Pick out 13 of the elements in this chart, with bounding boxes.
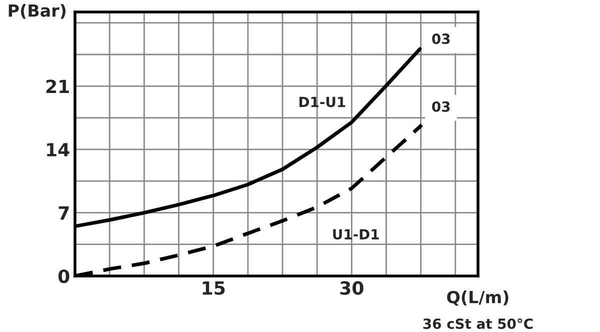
x-axis-title: Q(L/m)	[447, 290, 508, 306]
y-axis-title: P(Bar)	[8, 4, 66, 19]
y-tick-label: 7	[58, 206, 69, 220]
text: 36 cSt at 50°C	[423, 318, 533, 329]
annotation: 03	[432, 34, 450, 44]
y-tick-label: 0	[58, 269, 70, 284]
annotation: 03	[432, 101, 450, 112]
x-tick-label: 15	[202, 281, 225, 295]
y-tick-label: 14	[47, 143, 70, 156]
x-tick-label: 30	[340, 281, 364, 295]
series-label: U1-D1	[333, 229, 379, 240]
series-label: D1-U1	[299, 96, 346, 108]
y-tick-label: 21	[46, 80, 69, 93]
